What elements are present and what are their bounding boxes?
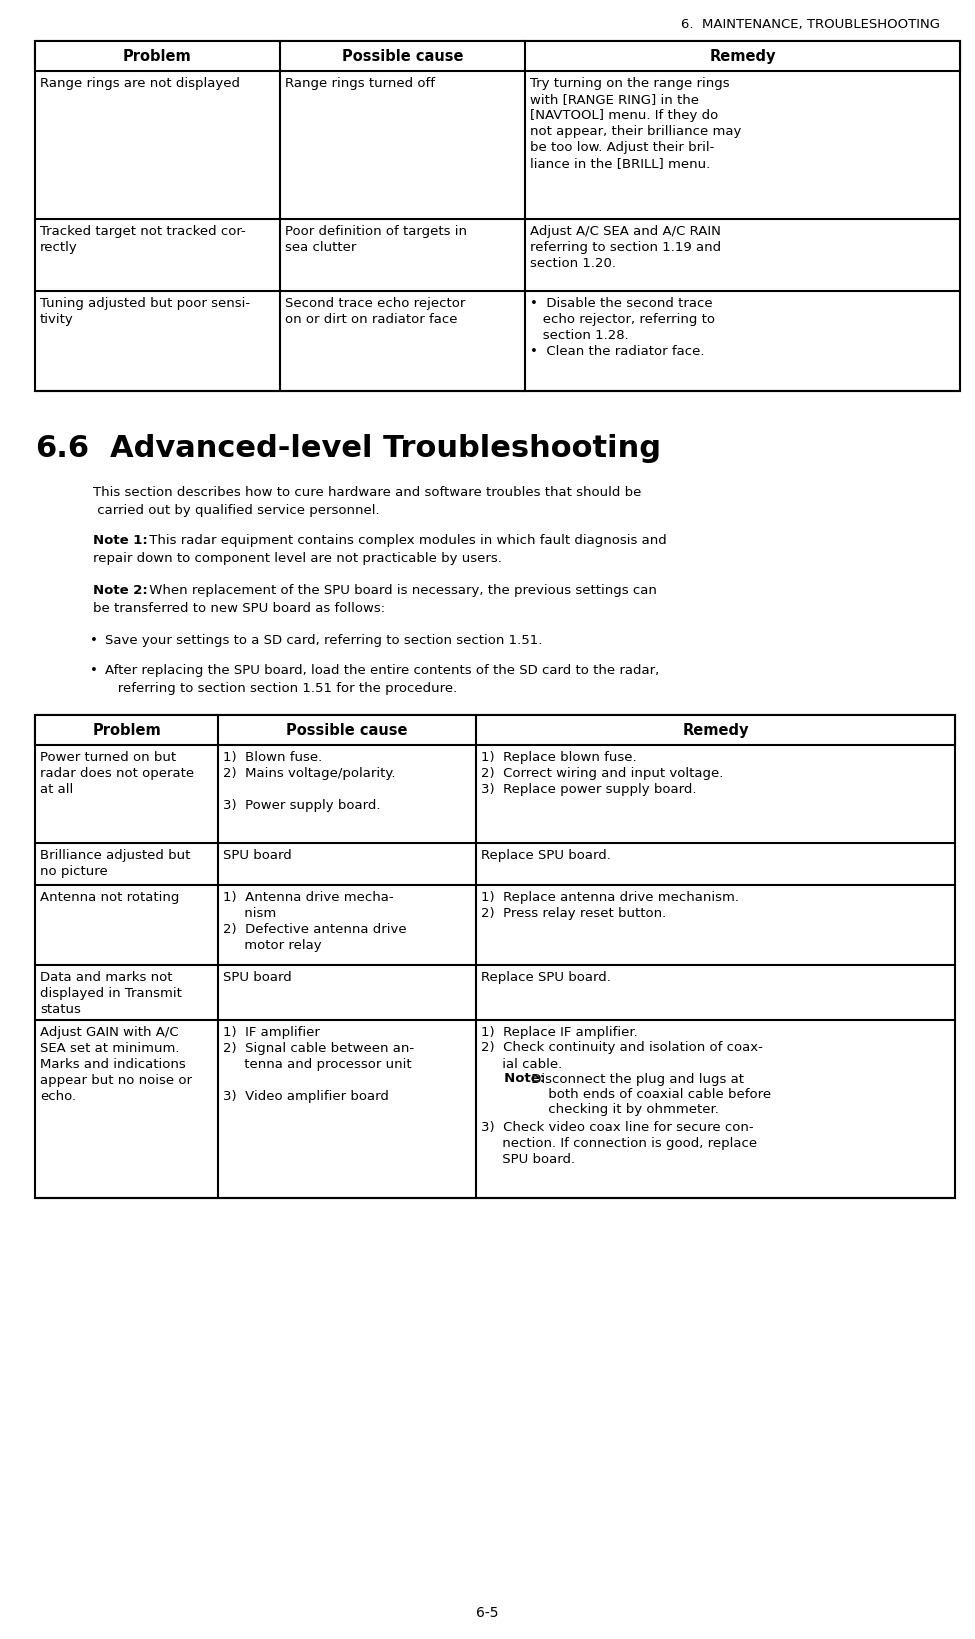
Text: Problem: Problem: [123, 49, 192, 64]
Text: Range rings turned off: Range rings turned off: [285, 77, 435, 90]
Text: Antenna not rotating: Antenna not rotating: [40, 890, 179, 903]
Text: This radar equipment contains complex modules in which fault diagnosis and: This radar equipment contains complex mo…: [145, 534, 667, 547]
Text: 1)  IF amplifier
2)  Signal cable between an-
     tenna and processor unit

3) : 1) IF amplifier 2) Signal cable between …: [223, 1026, 414, 1103]
Text: Note 2:: Note 2:: [93, 583, 148, 597]
Text: Problem: Problem: [92, 723, 161, 738]
Text: •: •: [90, 634, 98, 647]
Text: carried out by qualified service personnel.: carried out by qualified service personn…: [93, 503, 379, 516]
Text: Tuning adjusted but poor sensi-
tivity: Tuning adjusted but poor sensi- tivity: [40, 297, 251, 326]
Text: 1)  Antenna drive mecha-
     nism
2)  Defective antenna drive
     motor relay: 1) Antenna drive mecha- nism 2) Defectiv…: [223, 890, 407, 951]
Text: 6.6: 6.6: [35, 434, 89, 462]
Text: This section describes how to cure hardware and software troubles that should be: This section describes how to cure hardw…: [93, 485, 642, 498]
Text: Remedy: Remedy: [709, 49, 776, 64]
Text: 6.  MAINTENANCE, TROUBLESHOOTING: 6. MAINTENANCE, TROUBLESHOOTING: [681, 18, 940, 31]
Text: Possible cause: Possible cause: [342, 49, 463, 64]
Text: Data and marks not
displayed in Transmit
status: Data and marks not displayed in Transmit…: [40, 970, 182, 1016]
Text: When replacement of the SPU board is necessary, the previous settings can: When replacement of the SPU board is nec…: [145, 583, 657, 597]
Text: Tracked target not tracked cor-
rectly: Tracked target not tracked cor- rectly: [40, 225, 246, 254]
Text: 1)  Blown fuse.
2)  Mains voltage/polarity.

3)  Power supply board.: 1) Blown fuse. 2) Mains voltage/polarity…: [223, 751, 396, 811]
Text: Brilliance adjusted but
no picture: Brilliance adjusted but no picture: [40, 849, 190, 877]
Text: 3)  Check video coax line for secure con-
     nection. If connection is good, r: 3) Check video coax line for secure con-…: [481, 1121, 758, 1165]
Text: repair down to component level are not practicable by users.: repair down to component level are not p…: [93, 552, 502, 565]
Text: Possible cause: Possible cause: [287, 723, 408, 738]
Text: Note:: Note:: [481, 1072, 545, 1085]
Text: Save your settings to a SD card, referring to section section 1.51.: Save your settings to a SD card, referri…: [105, 634, 542, 647]
Text: 1)  Replace blown fuse.
2)  Correct wiring and input voltage.
3)  Replace power : 1) Replace blown fuse. 2) Correct wiring…: [481, 751, 723, 795]
Text: Replace SPU board.: Replace SPU board.: [481, 970, 611, 983]
Text: 1)  Replace IF amplifier.: 1) Replace IF amplifier.: [481, 1026, 638, 1039]
Text: Range rings are not displayed: Range rings are not displayed: [40, 77, 240, 90]
Text: be transferred to new SPU board as follows:: be transferred to new SPU board as follo…: [93, 602, 385, 615]
Bar: [35, 716, 955, 1198]
Text: Second trace echo rejector
on or dirt on radiator face: Second trace echo rejector on or dirt on…: [285, 297, 465, 326]
Text: After replacing the SPU board, load the entire contents of the SD card to the ra: After replacing the SPU board, load the …: [105, 664, 659, 677]
Text: Advanced-level Troubleshooting: Advanced-level Troubleshooting: [110, 434, 661, 462]
Text: referring to section section 1.51 for the procedure.: referring to section section 1.51 for th…: [105, 682, 457, 695]
Text: 6-5: 6-5: [476, 1605, 499, 1619]
Text: Adjust GAIN with A/C
SEA set at minimum.
Marks and indications
appear but no noi: Adjust GAIN with A/C SEA set at minimum.…: [40, 1026, 192, 1103]
Text: Power turned on but
radar does not operate
at all: Power turned on but radar does not opera…: [40, 751, 194, 795]
Text: Try turning on the range rings
with [RANGE RING] in the
[NAVTOOL] menu. If they : Try turning on the range rings with [RAN…: [530, 77, 741, 170]
Text: Disconnect the plug and lugs at
     both ends of coaxial cable before
     chec: Disconnect the plug and lugs at both end…: [527, 1072, 771, 1115]
Bar: [35, 43, 960, 392]
Text: SPU board: SPU board: [223, 849, 292, 862]
Text: •  Disable the second trace
   echo rejector, referring to
   section 1.28.
•  C: • Disable the second trace echo rejector…: [530, 297, 715, 357]
Text: SPU board: SPU board: [223, 970, 292, 983]
Text: •: •: [90, 664, 98, 677]
Bar: [35, 716, 955, 746]
Text: 1)  Replace antenna drive mechanism.
2)  Press relay reset button.: 1) Replace antenna drive mechanism. 2) P…: [481, 890, 739, 919]
Text: Adjust A/C SEA and A/C RAIN
referring to section 1.19 and
section 1.20.: Adjust A/C SEA and A/C RAIN referring to…: [530, 225, 722, 270]
Text: Replace SPU board.: Replace SPU board.: [481, 849, 611, 862]
Text: Remedy: Remedy: [682, 723, 749, 738]
Text: 2)  Check continuity and isolation of coax-
     ial cable.: 2) Check continuity and isolation of coa…: [481, 1041, 762, 1070]
Bar: [35, 43, 960, 72]
Text: Note 1:: Note 1:: [93, 534, 148, 547]
Text: Poor definition of targets in
sea clutter: Poor definition of targets in sea clutte…: [285, 225, 467, 254]
